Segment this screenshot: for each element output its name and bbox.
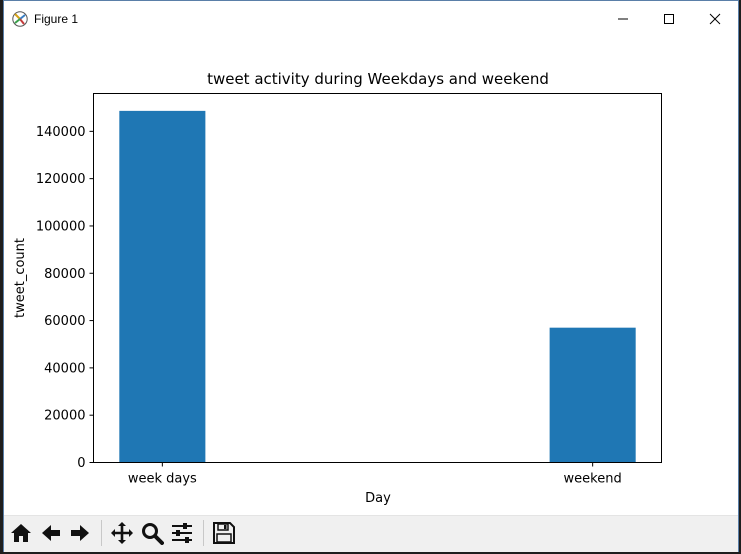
matplotlib-icon: [12, 11, 28, 27]
x-axis-label: Day: [365, 491, 391, 506]
navigation-toolbar: [4, 515, 738, 552]
figure-window: Figure 1 tweet activity during Weekdays …: [3, 0, 739, 552]
maximize-button[interactable]: [646, 1, 692, 37]
y-tick-label: 60000: [44, 314, 85, 329]
window-title: Figure 1: [34, 12, 79, 26]
forward-button[interactable]: [66, 519, 94, 547]
y-tick-label: 40000: [44, 361, 85, 376]
bars-group: [119, 110, 636, 463]
home-button[interactable]: [7, 519, 35, 547]
toolbar-separator: [203, 520, 204, 546]
save-icon: [213, 522, 235, 544]
bar-chart: tweet activity during Weekdays and weeke…: [13, 70, 662, 506]
minimize-icon: [618, 18, 628, 20]
y-axis-label: tweet_count: [13, 238, 28, 318]
y-tick-label: 140000: [36, 125, 86, 140]
configure-button[interactable]: [168, 519, 196, 547]
bar-week-days: [119, 110, 206, 463]
zoom-icon: [142, 523, 164, 545]
back-icon: [42, 525, 60, 541]
pan-button[interactable]: [108, 519, 136, 547]
chart-title: tweet activity during Weekdays and weeke…: [207, 70, 549, 88]
configure-icon: [172, 523, 192, 543]
y-tick-label: 20000: [44, 409, 85, 424]
title-bar[interactable]: Figure 1: [4, 1, 738, 37]
zoom-button[interactable]: [138, 519, 166, 547]
y-tick-label: 100000: [36, 219, 86, 234]
axes-frame: [93, 93, 662, 463]
y-axis-ticks: 0 20000 40000 60000 80000 100000 120000 140000: [36, 125, 94, 471]
pan-icon: [111, 522, 133, 544]
y-tick-label: 0: [77, 456, 85, 471]
close-button[interactable]: [692, 1, 738, 37]
home-icon: [11, 524, 31, 542]
minimize-button[interactable]: [600, 1, 646, 37]
save-button[interactable]: [210, 519, 238, 547]
maximize-icon: [664, 14, 674, 24]
figure-canvas[interactable]: tweet activity during Weekdays and weeke…: [4, 37, 738, 515]
y-tick-label: 80000: [44, 267, 85, 282]
toolbar-separator: [101, 520, 102, 546]
y-tick-label: 120000: [36, 172, 86, 187]
close-icon: [709, 13, 721, 25]
x-tick-label: weekend: [564, 472, 622, 487]
bar-weekend: [549, 327, 636, 463]
back-button[interactable]: [37, 519, 65, 547]
x-axis-ticks: week days weekend: [128, 462, 622, 487]
x-tick-label: week days: [128, 472, 197, 487]
forward-icon: [71, 525, 89, 541]
